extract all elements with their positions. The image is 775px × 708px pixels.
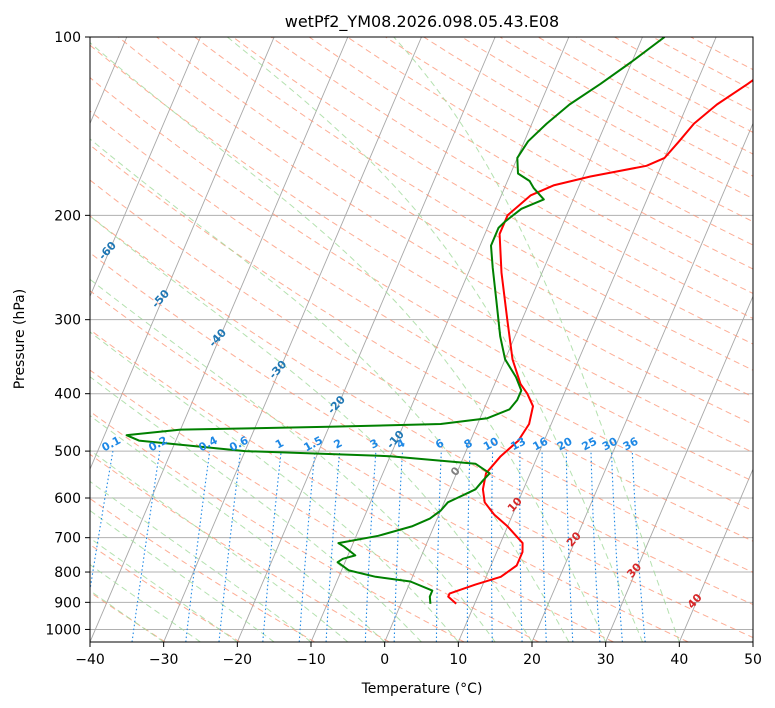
moist-adiabat-line [90, 589, 164, 642]
moist-adiabat-line [90, 331, 459, 642]
mixing-ratio-line [185, 451, 211, 642]
mixing-ratio-line [262, 451, 282, 642]
mixing-ratio-line [131, 451, 161, 642]
x-tick-label: −30 [149, 652, 179, 668]
isotherm-gridline [236, 37, 496, 642]
isotherm-gridline [605, 295, 753, 642]
moist-adiabat-line [90, 509, 275, 642]
moist-adiabat-line [90, 480, 312, 642]
mixing-ratio-label: 13 [508, 435, 528, 454]
moist-adiabat-line [393, 37, 680, 642]
y-tick-label: 1000 [45, 622, 81, 638]
x-axis-ticks: −40 −30 −20 −10 0 10 20 30 40 50 [75, 642, 762, 668]
x-axis-label: Temperature (°C) [361, 681, 483, 697]
dry-adiabat-line [90, 329, 614, 642]
x-tick-label: 50 [744, 652, 762, 668]
moist-adiabat-line [90, 138, 570, 642]
x-tick-label: 30 [597, 652, 615, 668]
moist-adiabat-line [90, 415, 386, 642]
y-tick-label: 700 [54, 531, 81, 547]
temperature-profile-line [447, 78, 753, 605]
x-tick-label: −40 [75, 652, 105, 668]
dry-adiabat-line [90, 215, 753, 606]
dry-adiabat-line [232, 37, 753, 345]
y-tick-label: 600 [54, 491, 81, 507]
dewpoint-profile-line [125, 37, 666, 604]
mixing-ratio-label: 16 [531, 435, 551, 454]
mixing-ratio-line [90, 451, 114, 594]
isotherm-gridline [457, 37, 717, 642]
mixing-ratio-line [298, 451, 316, 642]
y-tick-label: 800 [54, 565, 81, 581]
y-axis-ticks: 100 200 300 400 500 600 700 800 900 1000 [45, 30, 90, 638]
dry-adiabat-line [90, 498, 315, 642]
isotherm-gridline [90, 37, 275, 471]
dry-adiabat-line [90, 252, 753, 639]
isotherm-gridline [384, 37, 643, 642]
x-tick-label: 20 [523, 652, 541, 668]
dry-adiabat-line [90, 44, 753, 453]
y-tick-label: 400 [54, 387, 81, 403]
isotherm-gridline [531, 122, 753, 642]
isotherm-gridline [90, 37, 201, 298]
x-tick-label: 0 [380, 652, 389, 668]
dry-adiabats [90, 37, 753, 642]
mixing-ratio-lines [90, 451, 646, 642]
y-tick-label: 200 [54, 208, 81, 224]
dry-adiabat-line [118, 37, 753, 425]
x-tick-label: 10 [449, 652, 467, 668]
moist-adiabat-line [90, 42, 607, 642]
y-axis-label: Pressure (hPa) [12, 289, 28, 389]
y-tick-label: 900 [54, 595, 81, 611]
x-tick-label: 40 [670, 652, 688, 668]
mixing-ratio-label: 30 [600, 435, 620, 454]
dry-adiabat-line [90, 410, 465, 642]
y-tick-label: 100 [54, 30, 81, 46]
mixing-ratio-label: 10 [481, 435, 501, 454]
mixing-ratio-label: 36 [621, 435, 641, 454]
plot-frame [89, 36, 754, 643]
moist-adiabats [90, 37, 680, 642]
x-tick-label: −20 [223, 652, 253, 668]
mixing-ratio-label: 20 [555, 435, 575, 454]
mixing-ratio-label: 25 [580, 435, 600, 454]
moist-adiabat-line [227, 37, 643, 642]
dry-adiabat-line [156, 37, 753, 398]
dry-adiabat-line [194, 37, 753, 371]
dry-adiabat-line [90, 290, 689, 642]
moist-adiabat-line [90, 215, 533, 642]
isotherm-gridline [163, 37, 422, 642]
y-tick-label: 500 [54, 444, 81, 460]
isotherm-gridline [678, 467, 753, 642]
mixing-ratio-line [218, 451, 242, 642]
x-tick-label: −10 [296, 652, 326, 668]
y-tick-label: 300 [54, 313, 81, 329]
profile-series [125, 37, 753, 605]
pressure-grid [90, 37, 753, 630]
moist-adiabat-line [90, 278, 496, 642]
moist-adiabat-line [90, 564, 201, 642]
moist-adiabat-line [90, 537, 238, 642]
mixing-ratio-line [631, 451, 646, 642]
chart-title: wetPf2_YM08.2026.098.05.43.E08 [285, 12, 559, 32]
